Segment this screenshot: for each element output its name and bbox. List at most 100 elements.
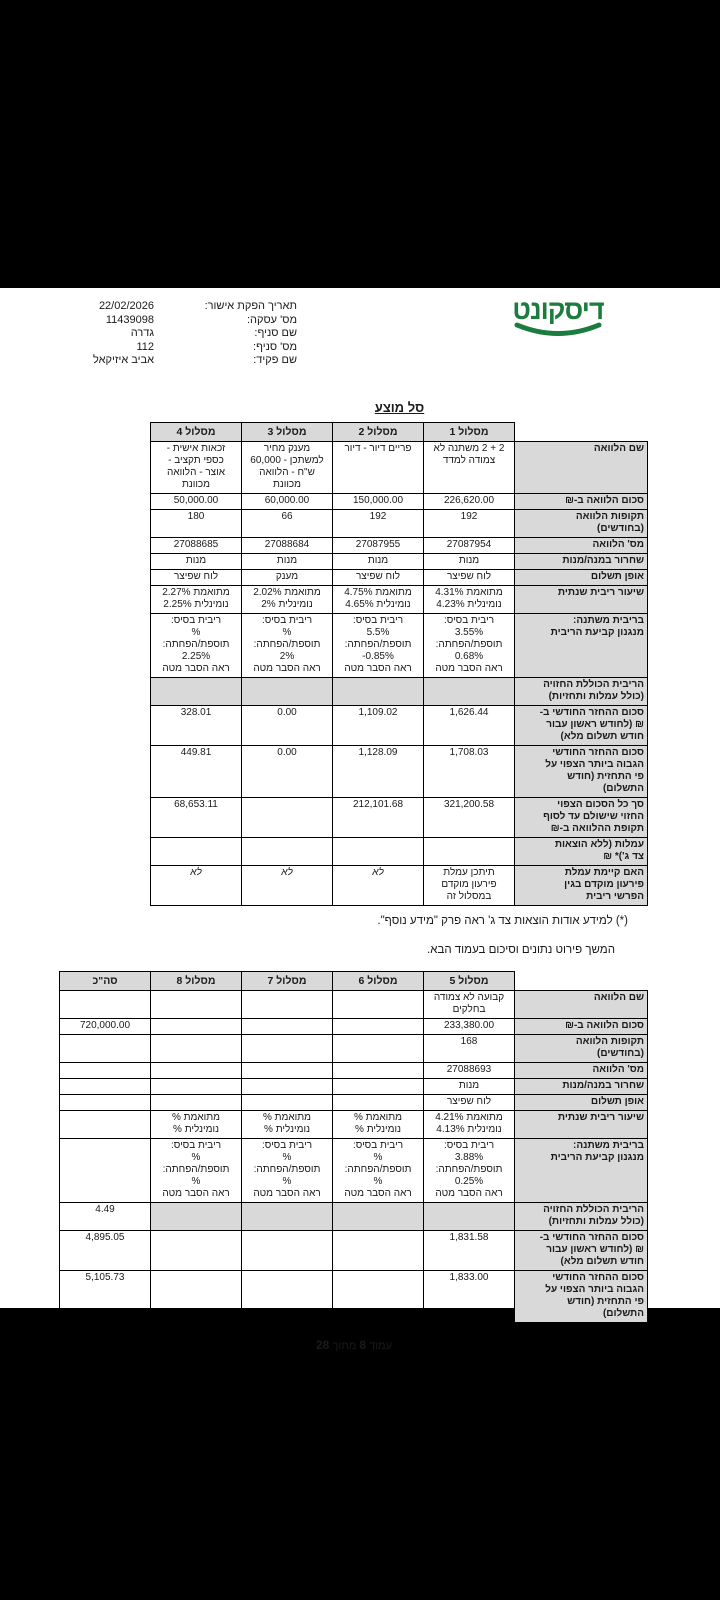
table-row: מס' הלוואה 27088693 bbox=[59, 1062, 648, 1079]
table-cell bbox=[150, 1202, 242, 1231]
table-cell bbox=[332, 1270, 424, 1323]
page-number-footer: עמוד 8 מתוך 28 bbox=[60, 1338, 648, 1352]
column-header: מסלול 8 bbox=[150, 971, 242, 991]
branch-name-label: שם סניף: bbox=[254, 327, 297, 339]
table-cell: 1,626.44 bbox=[423, 705, 515, 746]
table-cell: לא bbox=[332, 865, 424, 906]
table-cell bbox=[423, 837, 515, 866]
table-cell: 5,105.73 bbox=[59, 1270, 151, 1323]
table-row: סכום ההחזר החודשי ב- ₪ (לחודש ראשון עבור… bbox=[59, 1230, 648, 1271]
row-label: שחרור במנה/מנות bbox=[514, 1078, 648, 1095]
table-row: סכום הלוואה ב-₪ 226,620.00 150,000.00 60,00… bbox=[150, 493, 648, 510]
column-header: מסלול 6 bbox=[332, 971, 424, 991]
table-cell bbox=[59, 1110, 151, 1139]
table-row: שחרור במנה/מנות מנות מנות מנות מנות bbox=[150, 553, 648, 570]
row-label: סכום הלוואה ב-₪ bbox=[514, 1018, 648, 1035]
table-cell: לוח שפיצר bbox=[150, 569, 242, 586]
table-cell bbox=[241, 797, 333, 838]
table-cell: מענק מחיר למשתכן - 60,000 ש"ח - הלוואה מ… bbox=[241, 441, 333, 494]
page-number: 8 bbox=[359, 1338, 367, 1352]
table-cell bbox=[423, 677, 515, 706]
table-row: בריבית משתנה: מנגנון קביעת הריבית ריבית ב… bbox=[150, 613, 648, 678]
table-cell: ריבית בסיס: 3.55% תוספת/הפחתה: 0.68% ראה… bbox=[423, 613, 515, 678]
table-row: סך כל הסכום הצפוי החזוי שישולם עד לסוף ת… bbox=[150, 797, 648, 838]
table-cell: תיתכן עמלת פירעון מוקדם במסלול זה bbox=[423, 865, 515, 906]
bank-logo: דיסקונט bbox=[508, 296, 608, 339]
table-row: הריבית הכוללת החזויה (כולל עמלות ותחזיות… bbox=[59, 1202, 648, 1231]
table-row: סכום ההחזר החודשי ב- ₪ (לחודש ראשון עבור… bbox=[150, 705, 648, 746]
table-cell bbox=[332, 1018, 424, 1035]
row-label: שיעור ריבית שנתית bbox=[514, 1110, 648, 1139]
table-cell: ריבית בסיס: % תוספת/הפחתה: % ראה הסבר מט… bbox=[241, 1138, 333, 1203]
table-cell: 321,200.58 bbox=[423, 797, 515, 838]
table-cell: 2 + 2 משתנה לא צמודה למדד bbox=[423, 441, 515, 494]
table-cell bbox=[332, 990, 424, 1019]
row-label: שם הלוואה bbox=[514, 990, 648, 1019]
column-header: מסלול 2 bbox=[332, 422, 424, 442]
table-header-row: מסלול 5 מסלול 6 מסלול 7 מסלול 8 סה"כ bbox=[59, 971, 648, 991]
table-cell: 720,000.00 bbox=[59, 1018, 151, 1035]
row-label: האם קיימת עמלת פירעון מוקדם בגין הפרשי ר… bbox=[514, 865, 648, 906]
branch-name-row: שם סניף: גדרה bbox=[75, 327, 297, 341]
table-cell: מתואמת % נומינלית % bbox=[150, 1110, 242, 1139]
bank-logo-swoosh-icon bbox=[514, 322, 602, 336]
table-cell bbox=[150, 1230, 242, 1271]
row-label: מס' הלוואה bbox=[514, 537, 648, 554]
row-label: סך כל הסכום הצפוי החזוי שישולם עד לסוף ת… bbox=[514, 797, 648, 838]
deal-number-row: מס' עסקה: 11439098 bbox=[75, 314, 297, 328]
row-label: שחרור במנה/מנות bbox=[514, 553, 648, 570]
table-cell: ריבית בסיס: % תוספת/הפחתה: 2.25% ראה הסב… bbox=[150, 613, 242, 678]
of-word: מתוך bbox=[332, 1340, 357, 1352]
table-cell: לוח שפיצר bbox=[423, 1094, 515, 1111]
table-cell: 27087955 bbox=[332, 537, 424, 554]
row-label: סכום ההחזר החודשי הגבוה ביותר הצפוי על פ… bbox=[514, 745, 648, 798]
document-page: דיסקונט תאריך הפקת אישור: 22/02/2026 מס'… bbox=[0, 288, 720, 1352]
table-cell bbox=[59, 1094, 151, 1111]
table-cell: מתואמת 2.27% נומינלית 2.25% bbox=[150, 585, 242, 614]
row-label: הריבית הכוללת החזויה (כולל עמלות ותחזיות… bbox=[514, 1202, 648, 1231]
table-cell bbox=[59, 1138, 151, 1203]
branch-number-label: מס' סניף: bbox=[253, 340, 297, 353]
table-cell: מענק bbox=[241, 569, 333, 586]
row-label: סכום ההחזר החודשי ב- ₪ (לחודש ראשון עבור… bbox=[514, 705, 648, 746]
table-cell: 150,000.00 bbox=[332, 493, 424, 510]
table-cell: לוח שפיצר bbox=[423, 569, 515, 586]
table-row: סכום ההחזר החודשי הגבוה ביותר הצפוי על פ… bbox=[59, 1270, 648, 1323]
table-corner-cell bbox=[514, 422, 648, 442]
table-cell: לא bbox=[150, 865, 242, 906]
table-cell bbox=[241, 990, 333, 1019]
table-cell bbox=[150, 1270, 242, 1323]
row-label: שיעור ריבית שנתית bbox=[514, 585, 648, 614]
table-cell bbox=[241, 1094, 333, 1111]
table-row: שחרור במנה/מנות מנות bbox=[59, 1078, 648, 1095]
table-row: שם הלוואה 2 + 2 משתנה לא צמודה למדד פריים … bbox=[150, 441, 648, 494]
table-cell: 233,380.00 bbox=[423, 1018, 515, 1035]
table-cell bbox=[332, 1202, 424, 1231]
table-cell: 226,620.00 bbox=[423, 493, 515, 510]
table-cell: 180 bbox=[150, 509, 242, 538]
column-header: מסלול 5 bbox=[423, 971, 515, 991]
table-cell bbox=[332, 1094, 424, 1111]
clerk-name-row: שם פקיד: אביב איזיקאל bbox=[75, 354, 297, 368]
table-cell bbox=[150, 837, 242, 866]
table-cell: מנות bbox=[150, 553, 242, 570]
approval-date-row: תאריך הפקת אישור: 22/02/2026 bbox=[75, 300, 297, 314]
continuation-note: המשך פירוט נתונים וסיכום בעמוד הבא. bbox=[427, 944, 615, 956]
table-header-row: מסלול 1 מסלול 2 מסלול 3 מסלול 4 bbox=[150, 422, 648, 442]
table-cell: מנות bbox=[423, 553, 515, 570]
table-cell: 212,101.68 bbox=[332, 797, 424, 838]
table-cell: 4,895.05 bbox=[59, 1230, 151, 1271]
table-cell bbox=[423, 1202, 515, 1231]
row-label: הריבית הכוללת החזויה (כולל עמלות ותחזיות… bbox=[514, 677, 648, 706]
column-header: סה"כ bbox=[59, 971, 151, 991]
table-row: שם הלוואה קבועה לא צמודה בחלקים bbox=[59, 990, 648, 1019]
table-cell: ריבית בסיס: % תוספת/הפחתה: % ראה הסבר מט… bbox=[150, 1138, 242, 1203]
row-label: מס' הלוואה bbox=[514, 1062, 648, 1079]
table-cell: 60,000.00 bbox=[241, 493, 333, 510]
approval-info-block: תאריך הפקת אישור: 22/02/2026 מס' עסקה: 1… bbox=[75, 300, 297, 368]
table-cell bbox=[241, 1018, 333, 1035]
row-label: תקופות הלוואה (בחודשים) bbox=[514, 1034, 648, 1063]
table-cell bbox=[332, 1034, 424, 1063]
table-row: שיעור ריבית שנתית מתואמת 4.31% נומינלית 4… bbox=[150, 585, 648, 614]
